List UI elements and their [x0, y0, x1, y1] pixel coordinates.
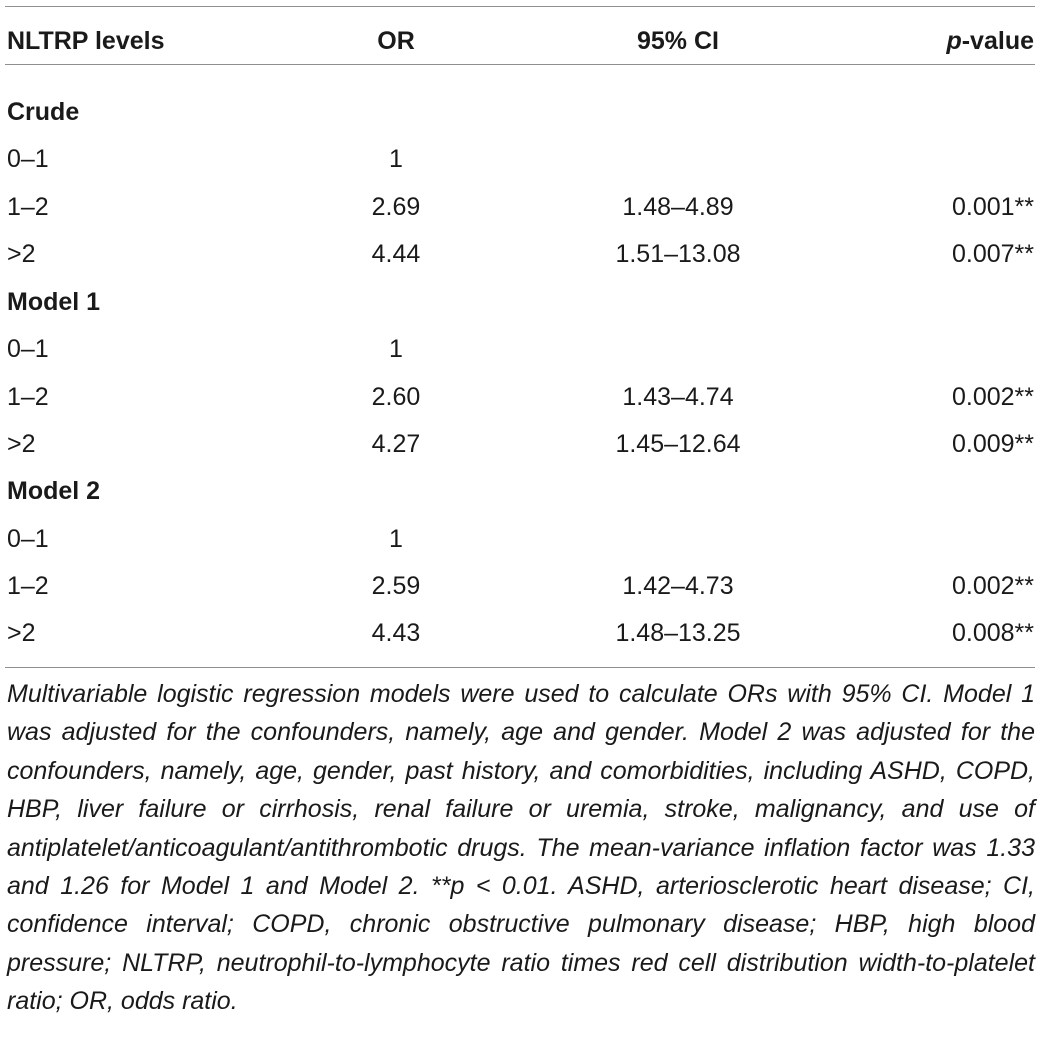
- section-title-row: Crude: [0, 92, 1041, 132]
- table-row: >2 4.27 1.45–12.64 0.009**: [0, 424, 1041, 464]
- section-title: Crude: [7, 98, 80, 126]
- bottom-rule: [5, 667, 1035, 668]
- or-cell: 4.44: [371, 240, 421, 268]
- or-cell: 4.27: [371, 430, 421, 458]
- header-p-value: p-value: [946, 21, 1034, 61]
- or-cell: 1: [389, 525, 403, 553]
- section-title: Model 2: [7, 477, 101, 505]
- section-title-row: Model 1: [0, 282, 1041, 322]
- ci-cell: 1.48–13.25: [615, 619, 741, 647]
- or-cell: 1: [389, 335, 403, 363]
- header-p-rest: -value: [961, 27, 1034, 55]
- ci-cell: 1.48–4.89: [622, 193, 734, 221]
- header-row: NLTRP levels OR 95% CI p-value: [0, 21, 1041, 61]
- ci-cell: 1.51–13.08: [615, 240, 741, 268]
- or-cell: 1: [389, 145, 403, 173]
- header-rule: [5, 64, 1035, 65]
- table-row: 1–2 2.69 1.48–4.89 0.001**: [0, 187, 1041, 227]
- top-rule: [5, 6, 1035, 7]
- ci-cell: 1.42–4.73: [622, 572, 734, 600]
- section-title-row: Model 2: [0, 471, 1041, 511]
- header-p-italic: p: [946, 27, 962, 55]
- p-cell: 0.002**: [951, 383, 1034, 411]
- or-cell: 2.60: [371, 383, 421, 411]
- level-cell: 1–2: [7, 193, 49, 221]
- or-cell: 2.59: [371, 572, 421, 600]
- table-row: 0–1 1: [0, 139, 1041, 179]
- p-cell: 0.008**: [951, 619, 1034, 647]
- header-or: OR: [377, 27, 415, 55]
- table-row: 0–1 1: [0, 329, 1041, 369]
- or-cell: 4.43: [371, 619, 421, 647]
- p-cell: 0.009**: [951, 430, 1034, 458]
- table-row: 1–2 2.60 1.43–4.74 0.002**: [0, 377, 1041, 417]
- ci-cell: 1.43–4.74: [622, 383, 734, 411]
- level-cell: >2: [7, 619, 36, 647]
- section-title: Model 1: [7, 288, 101, 316]
- ci-cell: 1.45–12.64: [615, 430, 741, 458]
- table-row: >2 4.43 1.48–13.25 0.008**: [0, 613, 1041, 653]
- level-cell: 1–2: [7, 572, 49, 600]
- or-cell: 2.69: [371, 193, 421, 221]
- level-cell: >2: [7, 430, 36, 458]
- table-row: 0–1 1: [0, 519, 1041, 559]
- p-cell: 0.001**: [951, 193, 1034, 221]
- p-cell: 0.002**: [951, 572, 1034, 600]
- level-cell: 0–1: [7, 335, 49, 363]
- table-footnote: Multivariable logistic regression models…: [7, 680, 1035, 1016]
- p-cell: 0.007**: [951, 240, 1034, 268]
- level-cell: 0–1: [7, 145, 49, 173]
- header-nltrp-levels: NLTRP levels: [7, 27, 165, 55]
- level-cell: >2: [7, 240, 36, 268]
- level-cell: 1–2: [7, 383, 49, 411]
- header-ci: 95% CI: [637, 27, 719, 55]
- table-row: 1–2 2.59 1.42–4.73 0.002**: [0, 566, 1041, 606]
- level-cell: 0–1: [7, 525, 49, 553]
- table-row: >2 4.44 1.51–13.08 0.007**: [0, 234, 1041, 274]
